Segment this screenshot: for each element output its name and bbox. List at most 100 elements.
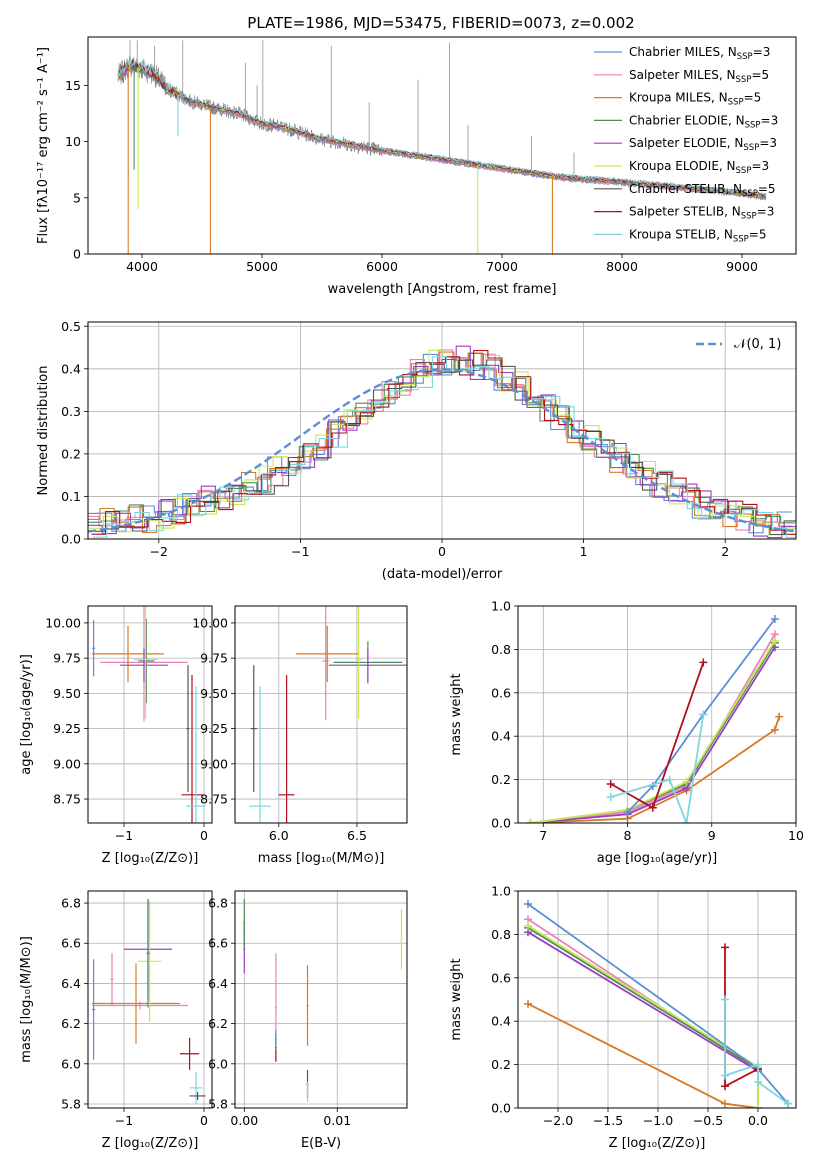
y-tick-label: 8.75 [53, 792, 81, 807]
axes-frame [87, 36, 797, 255]
x-axis-label: E(B-V) [301, 1136, 341, 1151]
legend-label: Salpeter MILES, N [629, 68, 736, 82]
x-tick-label: 4000 [126, 259, 158, 274]
y-tick-label: 0.2 [491, 1057, 511, 1072]
legend-suffix: =3 [751, 159, 769, 173]
weight-marker [721, 995, 729, 1004]
weight-marker [682, 819, 691, 823]
y-tick-label: 1.0 [491, 884, 511, 899]
panel-mass_vs_Z: −1 0 5.8 6.0 6.2 6.4 6.6 6.8 Z [log₁₀(Z/Z⊙)] mass… [19, 890, 213, 1151]
legend-entry: Salpeter ELODIE, NSSP=3 [629, 136, 777, 153]
y-tick-label: 8.75 [200, 792, 228, 807]
y-tick-label: 6.4 [208, 976, 228, 991]
legend-suffix: =3 [753, 45, 771, 59]
y-axis-label: mass weight [449, 958, 464, 1040]
legend-entry: Kroupa STELIB, NSSP=5 [629, 227, 767, 244]
x-tick-label: −2 [150, 544, 168, 559]
y-tick-label: 0.6 [491, 970, 511, 985]
x-tick-label: 6000 [366, 259, 398, 274]
legend-label: Kroupa ELODIE, N [629, 159, 736, 173]
axes-frame [87, 890, 213, 1109]
weight-marker [770, 725, 779, 734]
x-tick-label: 8 [624, 828, 632, 843]
x-tick-label: 5000 [246, 259, 278, 274]
y-tick-label: 0.4 [61, 361, 81, 376]
weight-marker [524, 999, 532, 1008]
x-tick-label: −2.0 [543, 1113, 573, 1128]
plot-area [243, 899, 403, 1102]
legend-suffix: =5 [744, 91, 762, 105]
y-tick-label: 0.6 [491, 685, 511, 700]
weight-series [527, 931, 759, 1108]
y-tick-label: 0.2 [61, 446, 81, 461]
legend-subscript: SSP [736, 166, 752, 176]
plot-area [524, 900, 792, 1108]
legend-suffix: =5 [751, 68, 769, 82]
legend-suffix: =3 [761, 113, 779, 127]
y-axis-label: age [log₁₀(age/yr)] [19, 654, 34, 775]
axes-frame [234, 890, 408, 1109]
legend-suffix: =3 [757, 205, 775, 219]
plot-area [249, 606, 407, 823]
legend-entry: Kroupa ELODIE, NSSP=3 [629, 159, 769, 176]
x-tick-label: 1 [580, 544, 588, 559]
weight-marker [784, 1099, 792, 1108]
legend-subscript: SSP [741, 212, 757, 222]
panel-mass_vs_ebv: 0.00 0.01 5.8 6.0 6.2 6.4 6.6 6.8 E(B-V) [208, 890, 408, 1151]
histogram-series [88, 352, 795, 524]
weight-series [530, 633, 776, 823]
x-tick-label: 0 [200, 828, 208, 843]
y-tick-label: 6.6 [61, 936, 81, 951]
weight-marker [682, 777, 691, 786]
legend-label: Chabrier ELODIE, N [629, 113, 745, 127]
axes-frame [234, 605, 408, 824]
weight-marker [648, 803, 657, 812]
y-tick-label: 0.4 [491, 1014, 511, 1029]
y-axis-label: mass weight [449, 673, 464, 755]
panel-spectrum: 4000 5000 6000 7000 8000 9000 0 5 10 15 Chabrier M… [36, 36, 797, 297]
x-axis-label: mass [log₁₀(M/M⊙)] [258, 851, 385, 866]
histogram-series [91, 350, 796, 535]
y-tick-label: 9.75 [200, 651, 228, 666]
weight-marker [665, 775, 674, 784]
y-tick-label: 10.00 [45, 615, 81, 630]
model-spectrum [117, 58, 767, 196]
y-tick-label: 0.3 [61, 404, 81, 419]
weight-marker [721, 943, 729, 952]
plot-area [88, 345, 796, 539]
weight-series [527, 927, 759, 1108]
y-tick-label: 0.0 [61, 532, 81, 547]
y-tick-label: 6.2 [61, 1016, 81, 1031]
axes-frame [517, 605, 797, 824]
x-tick-label: −1.5 [593, 1113, 623, 1128]
legend-entry: Kroupa MILES, NSSP=5 [629, 91, 761, 108]
x-tick-label: 9 [708, 828, 716, 843]
legend-subscript: SSP [736, 75, 752, 85]
legend-entry: Salpeter MILES, NSSP=5 [629, 68, 769, 85]
y-tick-label: 0.4 [491, 729, 511, 744]
x-tick-label: −0.5 [693, 1113, 723, 1128]
legend-suffix: =5 [758, 182, 776, 196]
weight-marker [770, 615, 779, 624]
plot-area [117, 40, 767, 254]
y-axis-label: Flux [fλ10⁻¹⁷ erg cm⁻² s⁻¹ A⁻¹] [36, 47, 51, 244]
x-tick-label: 7000 [486, 259, 518, 274]
legend-subscript: SSP [733, 234, 749, 244]
legend-subscript: SSP [728, 98, 744, 108]
y-tick-label: 6.6 [208, 936, 228, 951]
y-tick-label: 10 [65, 134, 81, 149]
y-tick-label: 0.1 [61, 489, 81, 504]
weight-series [530, 716, 781, 823]
weight-marker [524, 921, 532, 930]
y-tick-label: 0 [73, 247, 81, 262]
y-tick-label: 5.8 [208, 1096, 228, 1111]
x-axis-label: age [log₁₀(age/yr)] [597, 851, 718, 866]
weight-marker [721, 1071, 729, 1080]
legend-label: Kroupa MILES, N [629, 91, 728, 105]
x-tick-label: 10 [788, 828, 804, 843]
axes-frame [87, 321, 797, 540]
model-spectrum [117, 62, 767, 199]
normal-curve [88, 368, 796, 533]
x-tick-label: 8000 [606, 259, 638, 274]
